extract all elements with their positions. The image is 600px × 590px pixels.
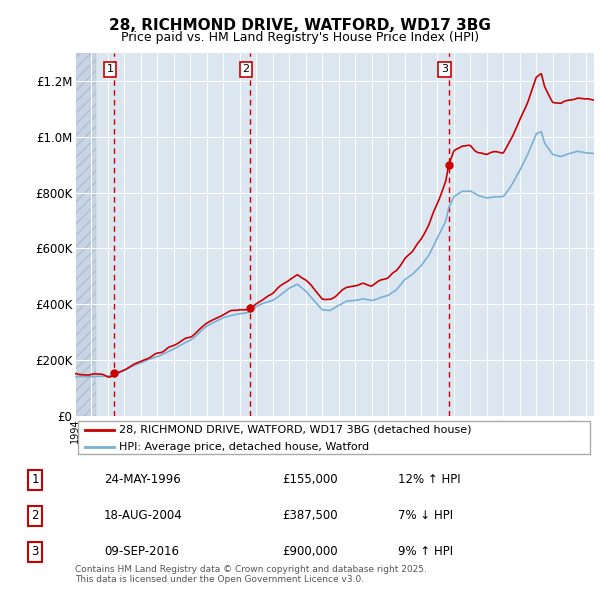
Text: Price paid vs. HM Land Registry's House Price Index (HPI): Price paid vs. HM Land Registry's House … xyxy=(121,31,479,44)
Text: Contains HM Land Registry data © Crown copyright and database right 2025.
This d: Contains HM Land Registry data © Crown c… xyxy=(75,565,427,584)
Text: £155,000: £155,000 xyxy=(283,473,338,486)
Text: 7% ↓ HPI: 7% ↓ HPI xyxy=(398,509,453,522)
Text: 1: 1 xyxy=(31,473,39,486)
Text: 09-SEP-2016: 09-SEP-2016 xyxy=(104,545,179,558)
Text: £900,000: £900,000 xyxy=(283,545,338,558)
Text: 24-MAY-1996: 24-MAY-1996 xyxy=(104,473,181,486)
Text: 18-AUG-2004: 18-AUG-2004 xyxy=(104,509,183,522)
Text: £387,500: £387,500 xyxy=(283,509,338,522)
Text: 12% ↑ HPI: 12% ↑ HPI xyxy=(398,473,461,486)
Bar xyxy=(75,53,97,416)
Text: 3: 3 xyxy=(31,545,39,558)
Text: 2: 2 xyxy=(31,509,39,522)
Text: 9% ↑ HPI: 9% ↑ HPI xyxy=(398,545,453,558)
Text: 28, RICHMOND DRIVE, WATFORD, WD17 3BG (detached house): 28, RICHMOND DRIVE, WATFORD, WD17 3BG (d… xyxy=(119,425,472,435)
Text: 28, RICHMOND DRIVE, WATFORD, WD17 3BG: 28, RICHMOND DRIVE, WATFORD, WD17 3BG xyxy=(109,18,491,33)
Text: 1: 1 xyxy=(107,64,113,74)
Text: 3: 3 xyxy=(441,64,448,74)
Text: 2: 2 xyxy=(242,64,250,74)
Text: HPI: Average price, detached house, Watford: HPI: Average price, detached house, Watf… xyxy=(119,442,369,452)
FancyBboxPatch shape xyxy=(77,421,590,454)
